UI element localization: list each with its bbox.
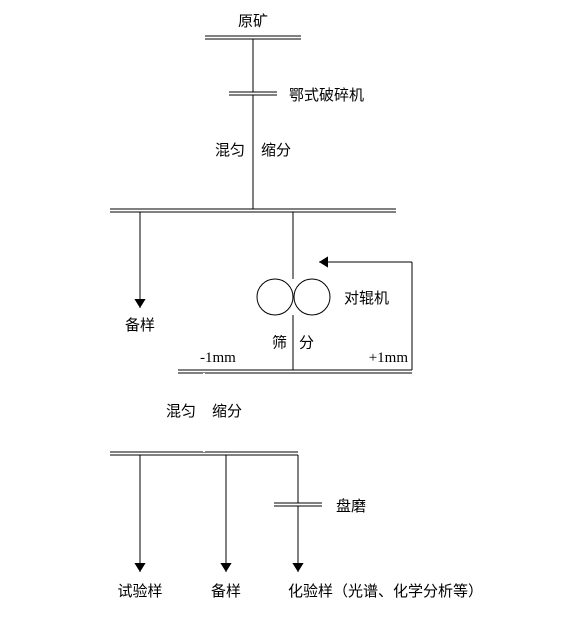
label-mix1-left: 混匀	[215, 142, 245, 159]
label-reserve-2: 备样	[211, 583, 241, 600]
bar-jaw-crusher	[229, 92, 277, 95]
label-assay: 化验样（光谱、化学分析等）	[288, 582, 483, 600]
label-roll-crusher: 对辊机	[344, 290, 389, 307]
roll-right	[294, 279, 330, 315]
label-reserve-1: 备样	[125, 317, 155, 334]
label-sieve-right: 分	[299, 335, 314, 352]
bar-disc-mill	[274, 503, 322, 506]
roll-left	[257, 279, 293, 315]
arrow-reserve-1	[134, 212, 145, 308]
label-jaw-crusher: 鄂式破碎机	[289, 87, 364, 104]
label-mix2-right: 缩分	[212, 403, 242, 420]
label-raw-ore: 原矿	[238, 13, 268, 30]
arrow-test	[134, 455, 145, 572]
label-sieve-left: 筛	[272, 335, 287, 352]
bar-sieve	[178, 370, 412, 373]
bar-raw-ore	[205, 36, 301, 39]
label-plus-1mm: +1mm	[369, 350, 409, 366]
label-test: 试验样	[117, 583, 162, 600]
bar-split-1	[110, 209, 396, 212]
flow-diagram: 原矿鄂式破碎机混匀缩分备样对辊机筛分-1mm+1mm混匀缩分盘磨化验样（光谱、化…	[0, 0, 566, 617]
label-mix1-right: 缩分	[261, 142, 291, 159]
bar-split-2	[110, 452, 298, 455]
arrow-reserve-2	[220, 455, 231, 572]
label-minus-1mm: -1mm	[200, 350, 236, 366]
label-mix2-left: 混匀	[166, 403, 196, 420]
arrow-assay	[292, 506, 303, 572]
arrow-recycle	[319, 256, 412, 267]
label-disc-mill: 盘磨	[336, 497, 366, 515]
